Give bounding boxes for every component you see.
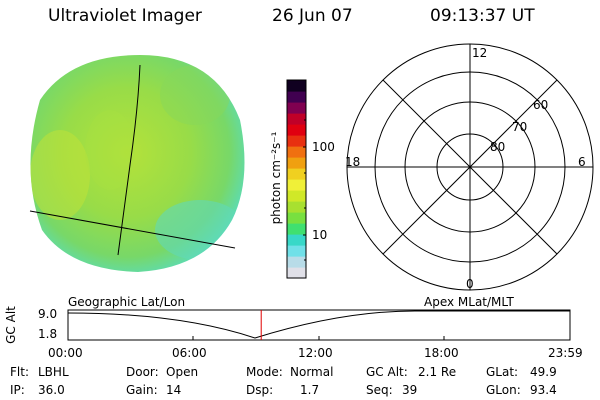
glon-value: 93.4	[530, 383, 557, 397]
instrument-title: Ultraviolet Imager	[48, 6, 202, 26]
timeline-right-caption: Apex MLat/MLT	[424, 295, 514, 309]
door-label: Door:	[126, 365, 159, 379]
color-scale-segment	[287, 157, 306, 169]
color-scale-segment	[287, 190, 306, 202]
glon-label: GLon:	[486, 383, 521, 397]
mode-value: Normal	[290, 365, 334, 379]
observation-time: 09:13:37 UT	[430, 6, 535, 26]
color-scale-segment	[287, 146, 306, 158]
color-scale-segment	[287, 168, 306, 180]
color-scale-unit-label: photon cm⁻²s⁻¹	[269, 131, 283, 225]
timeline-y-axis-label: GC Alt	[4, 306, 18, 344]
time-tick-1: 06:00	[172, 346, 207, 360]
polar-ring-label-80: 80	[490, 140, 506, 154]
glat-value: 49.9	[530, 365, 557, 379]
uv-image-disk	[29, 55, 245, 272]
color-scale-segment	[287, 245, 306, 257]
geographic-latitude-line	[29, 210, 236, 249]
polar-label-right: 6	[578, 155, 586, 169]
color-scale-segment	[287, 256, 306, 268]
color-scale-tick-10: 10	[312, 228, 328, 242]
polar-grid	[346, 43, 594, 291]
door-value: Open	[166, 365, 199, 379]
color-scale-segment	[287, 234, 306, 246]
time-tick-4: 23:59	[548, 346, 583, 360]
polar-diagonal-2	[382, 79, 558, 255]
filter-label: Flt:	[10, 365, 29, 379]
geographic-longitude-line	[117, 64, 141, 256]
altitude-curve	[67, 310, 570, 339]
ip-value: 36.0	[38, 383, 65, 397]
gain-value: 14	[166, 383, 182, 397]
color-scale-segment	[287, 212, 306, 224]
timeline-y-tick-min: 1.8	[38, 327, 58, 341]
gc-alt-value: 2.1 Re	[418, 365, 457, 379]
observation-date: 26 Jun 07	[272, 6, 353, 26]
color-scale-segment	[287, 124, 306, 136]
glat-label: GLat:	[486, 365, 519, 379]
dsp-label: Dsp:	[246, 383, 274, 397]
color-scale-segment	[287, 179, 306, 191]
polar-label-top: 12	[472, 46, 488, 60]
color-scale-segment	[287, 223, 306, 235]
polar-ring-label-70: 70	[512, 120, 528, 134]
color-scale-segment	[287, 91, 306, 103]
polar-label-left: 18	[345, 155, 361, 169]
time-tick-2: 12:00	[298, 346, 333, 360]
color-scale-ticks	[303, 119, 306, 261]
timeline-y-tick-max: 9.0	[38, 307, 58, 321]
timeline-ticks	[67, 336, 571, 340]
seq-label: Seq:	[366, 383, 393, 397]
filter-value: LBHL	[38, 365, 69, 379]
timeline-left-caption: Geographic Lat/Lon	[68, 295, 186, 309]
timeline-frame	[67, 309, 571, 341]
color-scale-segment	[287, 267, 306, 279]
gain-label: Gain:	[126, 383, 158, 397]
color-scale-segment	[287, 201, 306, 213]
color-scale-frame	[286, 79, 307, 279]
color-scale-tick-100: 100	[312, 140, 335, 154]
seq-value: 39	[402, 383, 418, 397]
polar-label-bottom: 0	[466, 277, 474, 291]
color-scale-segment	[287, 102, 306, 114]
color-scale-segment	[287, 135, 306, 147]
time-tick-0: 00:00	[48, 346, 83, 360]
color-scale-segment	[287, 80, 306, 92]
color-scale-segment	[287, 113, 306, 125]
polar-ring-label-60: 60	[533, 98, 549, 112]
time-tick-3: 18:00	[424, 346, 459, 360]
dsp-value: 1.7	[300, 383, 320, 397]
color-scale-bar	[287, 80, 306, 279]
mode-label: Mode:	[246, 365, 283, 379]
gc-alt-label: GC Alt:	[366, 365, 408, 379]
ip-label: IP:	[10, 383, 25, 397]
